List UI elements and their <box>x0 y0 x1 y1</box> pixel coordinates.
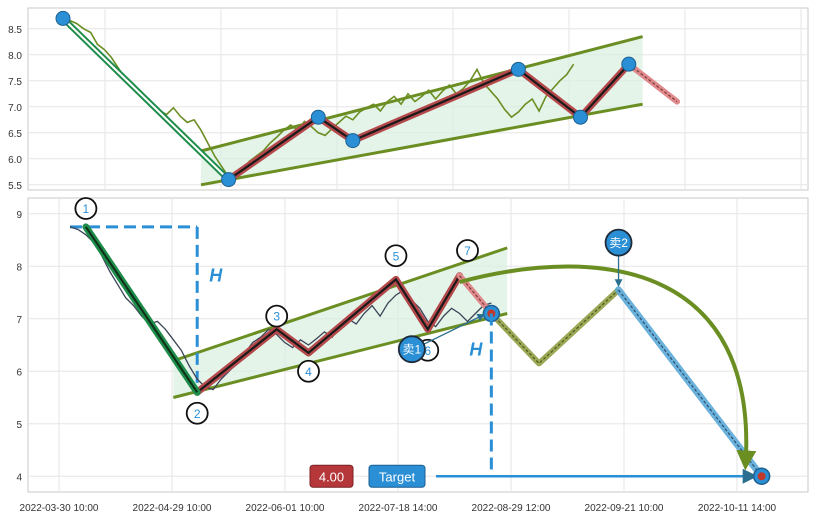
sell2-label: 卖2 <box>609 236 628 250</box>
upper-pivot-point <box>573 109 588 125</box>
lower-x-tick-label: 2022-03-30 10:00 <box>20 503 99 514</box>
h-label-right: H <box>469 340 483 360</box>
lower-target-path-core <box>618 289 763 477</box>
projection-arc <box>459 264 757 471</box>
lower-x-tick-label: 2022-10-11 14:00 <box>698 503 777 514</box>
wave-number-label: 2 <box>194 407 201 421</box>
upper-y-axis: 5.5 6.0 6.5 7.0 7.5 8.0 8.5 <box>8 25 22 192</box>
wave-number-label: 1 <box>83 202 90 216</box>
wave-number-label: 4 <box>305 365 312 379</box>
lower-x-tick-label: 2022-07-18 14:00 <box>359 503 438 514</box>
target-value-badge <box>309 464 354 488</box>
upper-y-tick-label: 5.5 <box>8 181 22 192</box>
wave-number-circle <box>384 244 408 268</box>
wave-number-label: 5 <box>393 249 400 263</box>
upper-pivot-point <box>55 10 71 26</box>
upper-series <box>60 15 681 184</box>
wave-number-circle <box>297 359 320 383</box>
upper-panel: 5.5 6.0 6.5 7.0 7.5 8.0 8.5 <box>8 7 809 192</box>
wave-number-circle <box>185 401 209 425</box>
upper-y-tick-label: 6.5 <box>8 129 22 140</box>
h-label-left: H <box>209 266 223 286</box>
upper-pivot-point <box>345 133 361 149</box>
lower-channel-lower-line <box>172 312 508 399</box>
wave-number-label: 6 <box>424 344 431 358</box>
target-label-badge <box>368 464 426 488</box>
upper-grid <box>28 8 808 190</box>
target-end-point-core <box>757 472 766 481</box>
lower-channel-upper-line <box>172 246 508 363</box>
upper-y-tick-label: 7.5 <box>8 77 22 88</box>
lower-x-tick-label: 2022-06-01 10:00 <box>246 503 325 514</box>
lower-zigzag-core <box>490 289 619 365</box>
upper-y-tick-label: 8.0 <box>8 51 22 62</box>
sell1-label: 卖1 <box>403 343 422 357</box>
lower-y-tick-label: 7 <box>16 315 22 326</box>
upper-pivot-point <box>310 109 326 125</box>
wave-number-label: 7 <box>464 244 471 258</box>
target-line-group: H 4.00 Target <box>309 313 771 488</box>
target-label-text: Target <box>379 469 416 484</box>
wave-number-circle <box>456 239 479 262</box>
lower-impulse-core <box>85 226 199 393</box>
upper-y-tick-label: 7.0 <box>8 103 22 114</box>
wave-number-label: 3 <box>273 310 280 324</box>
sell1-pointer <box>423 314 486 345</box>
upper-impulse-core <box>62 17 230 181</box>
upper-pivot-point <box>621 56 637 72</box>
upper-y-tick-label: 8.5 <box>8 25 22 36</box>
wave-number-circle <box>265 304 289 328</box>
lower-price-line <box>69 226 492 391</box>
target-value-text: 4.00 <box>319 469 344 484</box>
lower-y-tick-label: 4 <box>16 472 22 483</box>
h-measure-box: H <box>70 225 223 393</box>
lower-x-tick-label: 2022-08-29 12:00 <box>472 503 551 514</box>
lower-y-tick-label: 6 <box>16 367 22 378</box>
sell-markers: 卖1 卖2 <box>397 228 633 364</box>
upper-channel-lower-line <box>200 102 643 187</box>
wave-number-circle <box>74 197 98 220</box>
lower-x-tick-label: 2022-04-29 10:00 <box>133 503 212 514</box>
upper-projection-core <box>628 63 678 103</box>
upper-y-tick-label: 6.0 <box>8 155 22 166</box>
lower-y-axis: 4 5 6 7 8 9 <box>16 210 22 484</box>
lower-y-tick-label: 9 <box>16 210 22 221</box>
lower-y-tick-label: 5 <box>16 420 22 431</box>
lower-x-axis: 2022-03-30 10:00 2022-04-29 10:00 2022-06-… <box>20 503 777 514</box>
upper-pivot-point <box>221 172 237 188</box>
sell1-badge <box>397 335 426 364</box>
upper-pivot-point <box>510 61 526 77</box>
sell2-badge <box>604 228 633 257</box>
lower-x-tick-label: 2022-09-21 10:00 <box>585 503 664 514</box>
upper-pivots <box>55 10 637 188</box>
lower-wave-core <box>196 275 461 394</box>
upper-wave-core <box>227 63 630 181</box>
lower-y-tick-label: 8 <box>16 262 22 273</box>
lower-series <box>69 223 766 480</box>
upper-channel-upper-line <box>200 35 643 153</box>
